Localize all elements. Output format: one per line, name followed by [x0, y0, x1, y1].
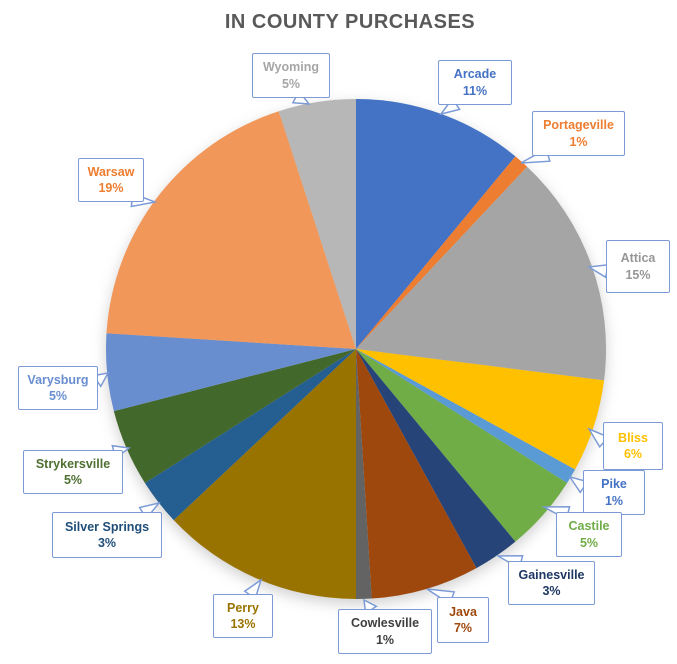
pie-slice-warsaw [106, 111, 357, 350]
pie-slice-castile [356, 349, 568, 542]
pie-slice-cowlesville [356, 349, 372, 599]
pie-slice-portageville [356, 156, 528, 349]
pie-slice-strykersville [113, 349, 356, 483]
label-name: Strykersville [35, 456, 111, 471]
label-percent: 15% [625, 267, 651, 282]
label-name: Wyoming [262, 60, 320, 75]
data-label-java: Java 7% [437, 597, 489, 643]
label-percent: 1% [569, 134, 588, 149]
label-percent: 1% [375, 632, 395, 647]
label-name: Portageville [543, 118, 614, 133]
label-name: Gainesville [518, 567, 585, 582]
label-name: Java [449, 604, 477, 619]
data-label-strykersville: Strykersville 5% [23, 450, 123, 494]
label-name: Castile [568, 519, 610, 534]
data-label-cowlesville: Cowlesville 1% [338, 609, 432, 654]
label-percent: 19% [98, 181, 124, 195]
label-percent: 3% [542, 584, 561, 598]
pie-slice-perry [173, 349, 356, 599]
pie-slice-pike [356, 349, 576, 483]
label-name: Perry [227, 600, 259, 615]
data-label-castile: Castile 5% [556, 512, 622, 557]
label-name: Warsaw [87, 164, 135, 179]
label-percent: 5% [281, 76, 301, 91]
label-percent: 11% [462, 83, 488, 98]
data-label-varysburg: Varysburg 5% [18, 366, 98, 410]
label-name: Cowlesville [350, 616, 420, 631]
label-percent: 6% [623, 447, 643, 461]
data-label-portageville: Portageville 1% [532, 111, 625, 156]
label-percent: 5% [63, 473, 83, 487]
data-label-bliss: Bliss 6% [603, 422, 663, 470]
pie-slice-silver-springs [144, 349, 356, 521]
label-percent: 5% [48, 389, 68, 403]
data-label-wyoming: Wyoming 5% [252, 53, 330, 98]
label-percent: 1% [604, 493, 624, 508]
label-name: Pike [601, 477, 627, 492]
label-name: Arcade [453, 67, 497, 82]
data-label-attica: Attica 15% [606, 240, 670, 293]
label-name: Varysburg [27, 372, 89, 387]
pie-slice-wyoming [278, 99, 356, 349]
label-name: Silver Springs [64, 519, 150, 534]
data-label-silver-springs: Silver Springs 3% [52, 512, 162, 558]
chart-title: IN COUNTY PURCHASES [224, 11, 476, 33]
label-percent: 3% [97, 536, 117, 550]
pie-slice-java [356, 349, 477, 599]
label-percent: 13% [230, 617, 256, 631]
label-name: Attica [620, 251, 656, 266]
data-label-gainesville: Gainesville 3% [508, 561, 595, 605]
data-label-perry: Perry 13% [213, 594, 273, 638]
pie-slice-varysburg [105, 333, 356, 412]
pie-slice-arcade [356, 99, 516, 349]
label-name: Bliss [618, 430, 648, 445]
data-label-pike: Pike 1% [583, 470, 645, 515]
pie-slice-gainesville [356, 349, 516, 569]
pie-slices-group [105, 99, 607, 599]
data-label-arcade: Arcade 11% [438, 60, 512, 105]
label-percent: 5% [579, 535, 599, 550]
pie-slice-bliss [356, 349, 605, 470]
pie-slice-attica [356, 166, 607, 381]
data-label-warsaw: Warsaw 19% [78, 158, 144, 202]
label-percent: 7% [453, 621, 473, 635]
